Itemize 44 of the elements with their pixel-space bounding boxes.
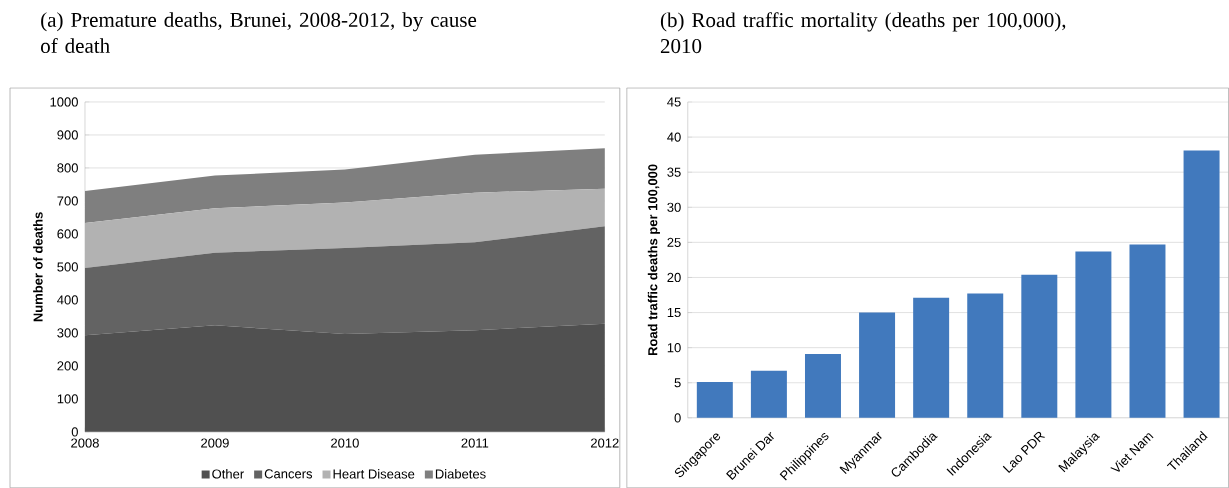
y-tick-label: 200 [57,361,78,371]
y-tick-label: 700 [57,196,78,206]
y-tick-label: 5 [674,378,681,388]
y-tick-label: 10 [667,342,681,353]
y-tick-label: 15 [667,307,681,317]
bar [1021,274,1058,418]
bar [1183,150,1220,418]
x-tick-label: 2011 [461,438,489,448]
y-tick-label: 25 [667,237,681,247]
y-axis-title: Number of deaths [33,212,43,322]
bar [804,353,841,418]
y-tick-label: 45 [667,97,681,107]
bar [1129,244,1166,418]
y-tick-label: 100 [57,394,78,404]
y-tick-label: 900 [57,130,78,140]
bar [967,293,1004,418]
y-axis-title: Road traffic deaths per 100,000 [647,164,660,355]
bar [750,370,787,418]
y-tick-label: 800 [57,163,78,173]
legend-label: Cancers [264,469,313,479]
bar [913,297,950,418]
chart-title: (b) Road traffic mortality (deaths per 100,000), 2010 [660,12,1066,54]
legend-label: Other [212,468,244,479]
y-tick-label: 30 [667,202,681,212]
chart-title: (a) Premature deaths, Brunei, 2008-2012, by cause of death [41,12,477,53]
y-tick-label: 40 [667,132,681,142]
x-tick-label: 2008 [71,438,99,448]
y-tick-label: 0 [674,413,681,423]
bar [1075,251,1112,418]
x-tick-label: 2012 [591,438,619,448]
y-tick-label: 400 [57,295,78,305]
x-tick-label: 2010 [331,438,359,448]
y-tick-label: 35 [667,167,681,177]
y-tick-label: 500 [57,262,78,272]
bar [859,312,896,418]
x-tick-label: 2009 [201,438,229,448]
bar [696,381,733,418]
y-tick-label: 1000 [50,97,78,107]
y-tick-label: 300 [57,328,78,338]
y-tick-label: 20 [667,272,681,282]
y-tick-label: 600 [57,229,78,239]
legend-label: Heart Disease [333,468,415,479]
y-tick-label: 0 [71,427,78,437]
legend-label: Diabetes [435,468,486,479]
